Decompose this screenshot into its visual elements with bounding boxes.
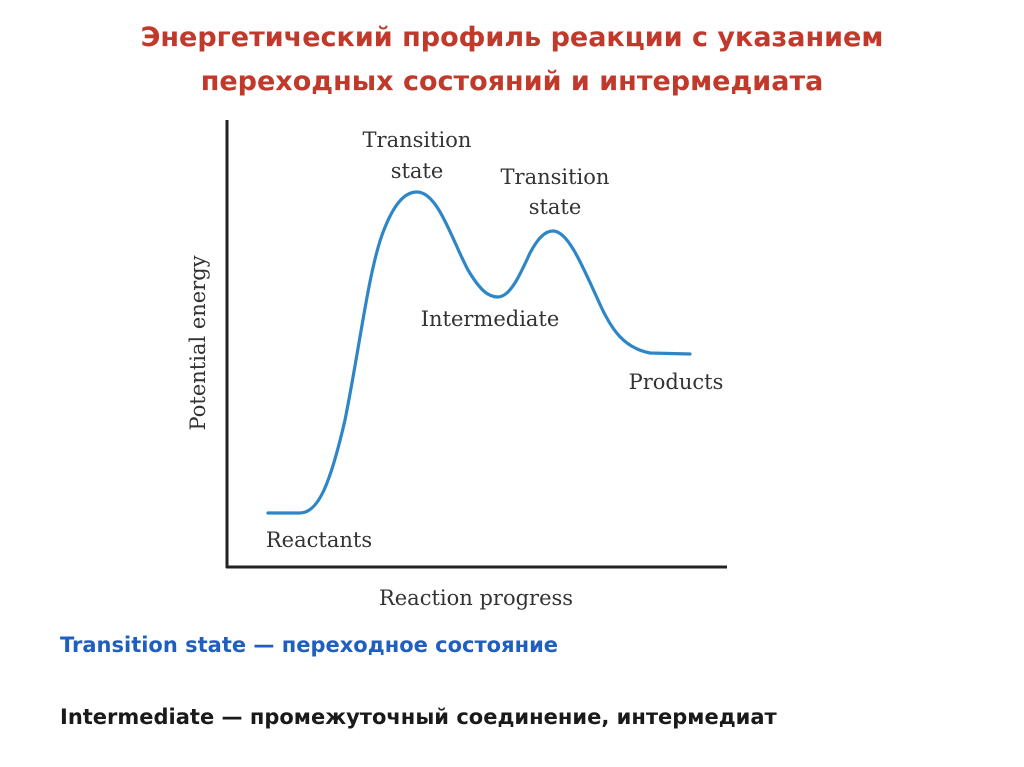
transition-state-2-label-line-1: Transition xyxy=(501,165,610,189)
products-label: Products xyxy=(629,370,724,394)
transition-state-1-label-line-2: state xyxy=(391,159,444,183)
x-axis-label: Reaction progress xyxy=(379,586,573,610)
energy-curve xyxy=(266,190,692,515)
slide-title-line-1: Энергетический профиль реакции с указани… xyxy=(140,22,884,53)
slide-title: Энергетический профиль реакции с указани… xyxy=(40,16,984,104)
y-axis-label: Potential energy xyxy=(186,255,210,430)
transition-state-1-label-line-1: Transition xyxy=(363,128,472,152)
transition-state-2-label-line-2: state xyxy=(529,195,582,219)
reactants-label: Reactants xyxy=(266,528,372,552)
slide-title-line-2: переходных состояний и интермедиата xyxy=(200,66,824,97)
caption-transition-state: Transition state — переходное состояние xyxy=(60,633,559,657)
intermediate-label: Intermediate xyxy=(421,307,560,331)
caption-intermediate: Intermediate — промежуточный соединение,… xyxy=(60,705,777,729)
